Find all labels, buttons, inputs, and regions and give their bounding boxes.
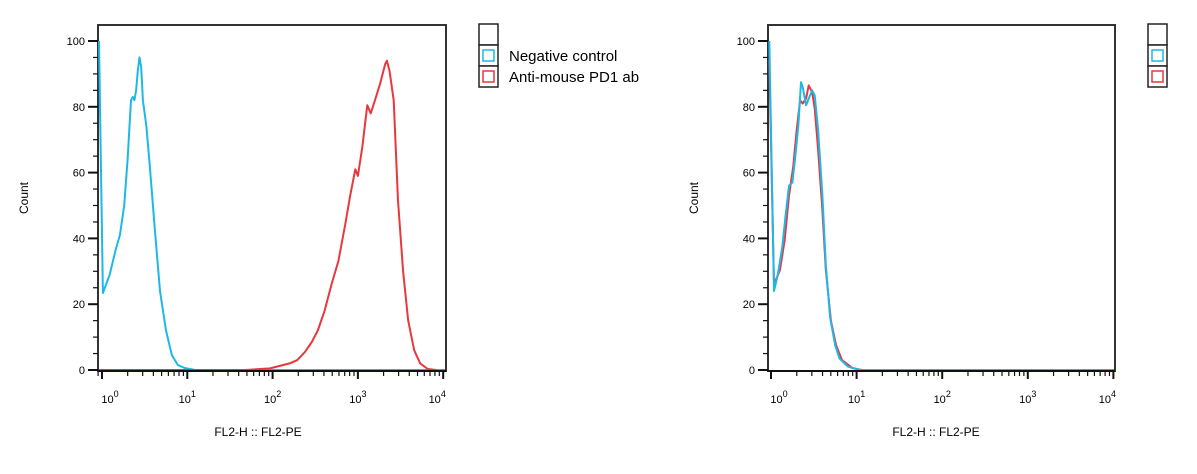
legend [1147, 23, 1168, 88]
series-line-anti-mouse-pd1 [99, 59, 437, 371]
plot-frame [97, 24, 447, 372]
y-tick-label: 60 [743, 168, 755, 180]
x-tick-label: 103 [349, 389, 366, 406]
legend-swatch-negative-control [1151, 49, 1164, 62]
legend-swatch-anti-mouse-pd1 [1151, 70, 1164, 83]
legend-cell [1147, 44, 1168, 67]
series-group [98, 40, 445, 371]
y-tick-label: 40 [743, 233, 755, 245]
x-axis: 100 101 102 103 104 [768, 370, 1116, 406]
legend: Negative control Anti-mouse PD1 ab [478, 23, 639, 88]
y-tick-label: 20 [73, 299, 85, 311]
legend-cell [1147, 23, 1168, 46]
x-tick-label: 103 [1019, 389, 1036, 406]
legend-label: Anti-mouse PD1 ab [509, 69, 639, 86]
x-axis: 100 101 102 103 104 [97, 370, 446, 406]
x-tick-label: 104 [429, 389, 446, 406]
series-line-negative-control [98, 40, 445, 371]
legend-cell [478, 44, 499, 67]
y-tick-label: 0 [749, 365, 755, 377]
y-tick-label: 60 [73, 168, 85, 180]
y-tick-label: 80 [743, 102, 755, 114]
legend-swatch-anti-mouse-pd1 [482, 70, 495, 83]
y-axis: 0 20 40 60 80 100 [737, 36, 768, 377]
x-axis-title: FL2-H :: FL2-PE [892, 425, 979, 439]
legend-label: Negative control [509, 48, 617, 65]
x-tick-label: 101 [848, 389, 865, 406]
legend-cell [478, 23, 499, 46]
x-tick-label: 102 [264, 389, 281, 406]
y-axis-title: Count [17, 181, 31, 214]
y-tick-label: 80 [73, 102, 85, 114]
y-tick-label: 100 [737, 36, 755, 48]
legend-cell [478, 65, 499, 88]
series-line-negative-control [768, 40, 1114, 371]
y-tick-label: 20 [743, 299, 755, 311]
x-axis-title: FL2-H :: FL2-PE [214, 425, 301, 439]
series-group [768, 40, 1114, 371]
y-axis-title: Count [687, 181, 701, 214]
y-tick-label: 100 [67, 36, 85, 48]
x-tick-label: 101 [179, 389, 196, 406]
legend-cell [1147, 65, 1168, 88]
x-tick-label: 100 [770, 389, 787, 406]
y-axis: 0 20 40 60 80 100 [67, 36, 98, 377]
x-tick-label: 104 [1099, 389, 1116, 406]
y-tick-label: 40 [73, 233, 85, 245]
x-tick-label: 100 [101, 389, 118, 406]
legend-swatch-negative-control [482, 49, 495, 62]
plot-frame [767, 24, 1116, 372]
x-tick-label: 102 [934, 389, 951, 406]
y-tick-label: 0 [79, 365, 85, 377]
